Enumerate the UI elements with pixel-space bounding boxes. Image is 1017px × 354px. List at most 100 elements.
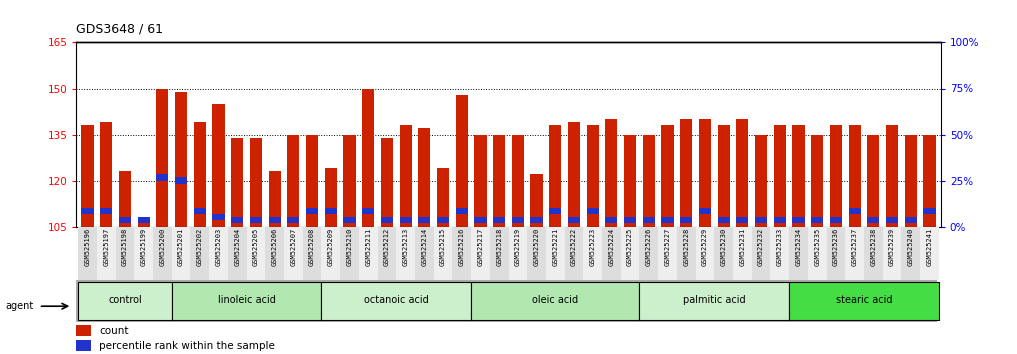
- Text: GSM525237: GSM525237: [851, 228, 857, 266]
- Bar: [733, 227, 752, 280]
- Bar: [755, 217, 767, 223]
- Text: GSM525241: GSM525241: [926, 228, 933, 266]
- Bar: [830, 125, 842, 227]
- Bar: [471, 227, 490, 280]
- Bar: [736, 119, 749, 227]
- Text: GSM525198: GSM525198: [122, 228, 128, 266]
- Bar: [172, 282, 321, 320]
- Bar: [789, 282, 939, 320]
- Bar: [377, 227, 397, 280]
- Bar: [400, 125, 412, 227]
- Bar: [250, 138, 262, 227]
- Text: GDS3648 / 61: GDS3648 / 61: [76, 22, 164, 35]
- Bar: [210, 227, 228, 280]
- Bar: [134, 227, 153, 280]
- Text: GSM525239: GSM525239: [889, 228, 895, 266]
- Text: GSM525205: GSM525205: [253, 228, 259, 266]
- Bar: [362, 88, 374, 227]
- Bar: [830, 217, 842, 223]
- Text: GSM525204: GSM525204: [234, 228, 240, 266]
- Text: oleic acid: oleic acid: [532, 295, 579, 305]
- Bar: [359, 227, 377, 280]
- Bar: [415, 227, 433, 280]
- Bar: [699, 119, 711, 227]
- Text: GSM525229: GSM525229: [702, 228, 708, 266]
- Bar: [549, 208, 561, 214]
- Text: agent: agent: [5, 301, 34, 311]
- Text: count: count: [100, 326, 129, 336]
- Bar: [119, 171, 131, 227]
- Bar: [97, 227, 116, 280]
- Bar: [774, 217, 786, 223]
- Bar: [605, 217, 617, 223]
- Bar: [868, 217, 880, 223]
- Bar: [172, 227, 190, 280]
- Bar: [643, 135, 655, 227]
- Bar: [661, 125, 673, 227]
- Bar: [905, 217, 917, 223]
- Bar: [137, 217, 149, 227]
- Bar: [344, 217, 356, 223]
- Bar: [848, 208, 860, 214]
- Text: GSM525226: GSM525226: [646, 228, 652, 266]
- Text: GSM525213: GSM525213: [403, 228, 409, 266]
- Text: GSM525201: GSM525201: [178, 228, 184, 266]
- Bar: [886, 125, 898, 227]
- Text: GSM525236: GSM525236: [833, 228, 839, 266]
- Bar: [471, 282, 640, 320]
- Bar: [418, 217, 430, 223]
- Bar: [845, 227, 864, 280]
- Text: GSM525207: GSM525207: [290, 228, 296, 266]
- Bar: [792, 125, 804, 227]
- Bar: [153, 227, 172, 280]
- Bar: [100, 122, 112, 227]
- Bar: [792, 217, 804, 223]
- Bar: [268, 171, 281, 227]
- Bar: [789, 227, 807, 280]
- Bar: [324, 168, 337, 227]
- Bar: [78, 227, 97, 280]
- Bar: [287, 217, 299, 223]
- Bar: [512, 135, 524, 227]
- Text: GSM525232: GSM525232: [758, 228, 764, 266]
- Text: GSM525199: GSM525199: [140, 228, 146, 266]
- Text: octanoic acid: octanoic acid: [364, 295, 428, 305]
- Text: GSM525231: GSM525231: [739, 228, 745, 266]
- Bar: [81, 208, 94, 214]
- Bar: [100, 208, 112, 214]
- Text: GSM525196: GSM525196: [84, 228, 91, 266]
- Bar: [246, 227, 265, 280]
- Bar: [321, 227, 340, 280]
- Bar: [587, 125, 599, 227]
- Bar: [718, 217, 730, 223]
- Bar: [658, 227, 677, 280]
- Bar: [905, 135, 917, 227]
- Bar: [549, 125, 561, 227]
- Bar: [157, 175, 169, 181]
- Bar: [508, 227, 527, 280]
- Text: stearic acid: stearic acid: [836, 295, 892, 305]
- Text: percentile rank within the sample: percentile rank within the sample: [100, 341, 275, 351]
- Bar: [306, 135, 318, 227]
- Text: linoleic acid: linoleic acid: [218, 295, 276, 305]
- Text: GSM525222: GSM525222: [571, 228, 577, 266]
- Bar: [605, 119, 617, 227]
- Bar: [76, 325, 91, 336]
- Bar: [864, 227, 883, 280]
- Text: GSM525221: GSM525221: [552, 228, 558, 266]
- Bar: [546, 227, 564, 280]
- Text: GSM525224: GSM525224: [608, 228, 614, 266]
- Bar: [453, 227, 471, 280]
- Bar: [397, 227, 415, 280]
- Bar: [848, 125, 860, 227]
- Bar: [344, 135, 356, 227]
- Bar: [868, 135, 880, 227]
- Text: GSM525225: GSM525225: [627, 228, 634, 266]
- Text: GSM525234: GSM525234: [795, 228, 801, 266]
- Bar: [250, 217, 262, 223]
- Text: GSM525210: GSM525210: [347, 228, 353, 266]
- Text: GSM525220: GSM525220: [534, 228, 540, 266]
- Bar: [287, 135, 299, 227]
- Bar: [531, 217, 543, 223]
- Bar: [714, 227, 733, 280]
